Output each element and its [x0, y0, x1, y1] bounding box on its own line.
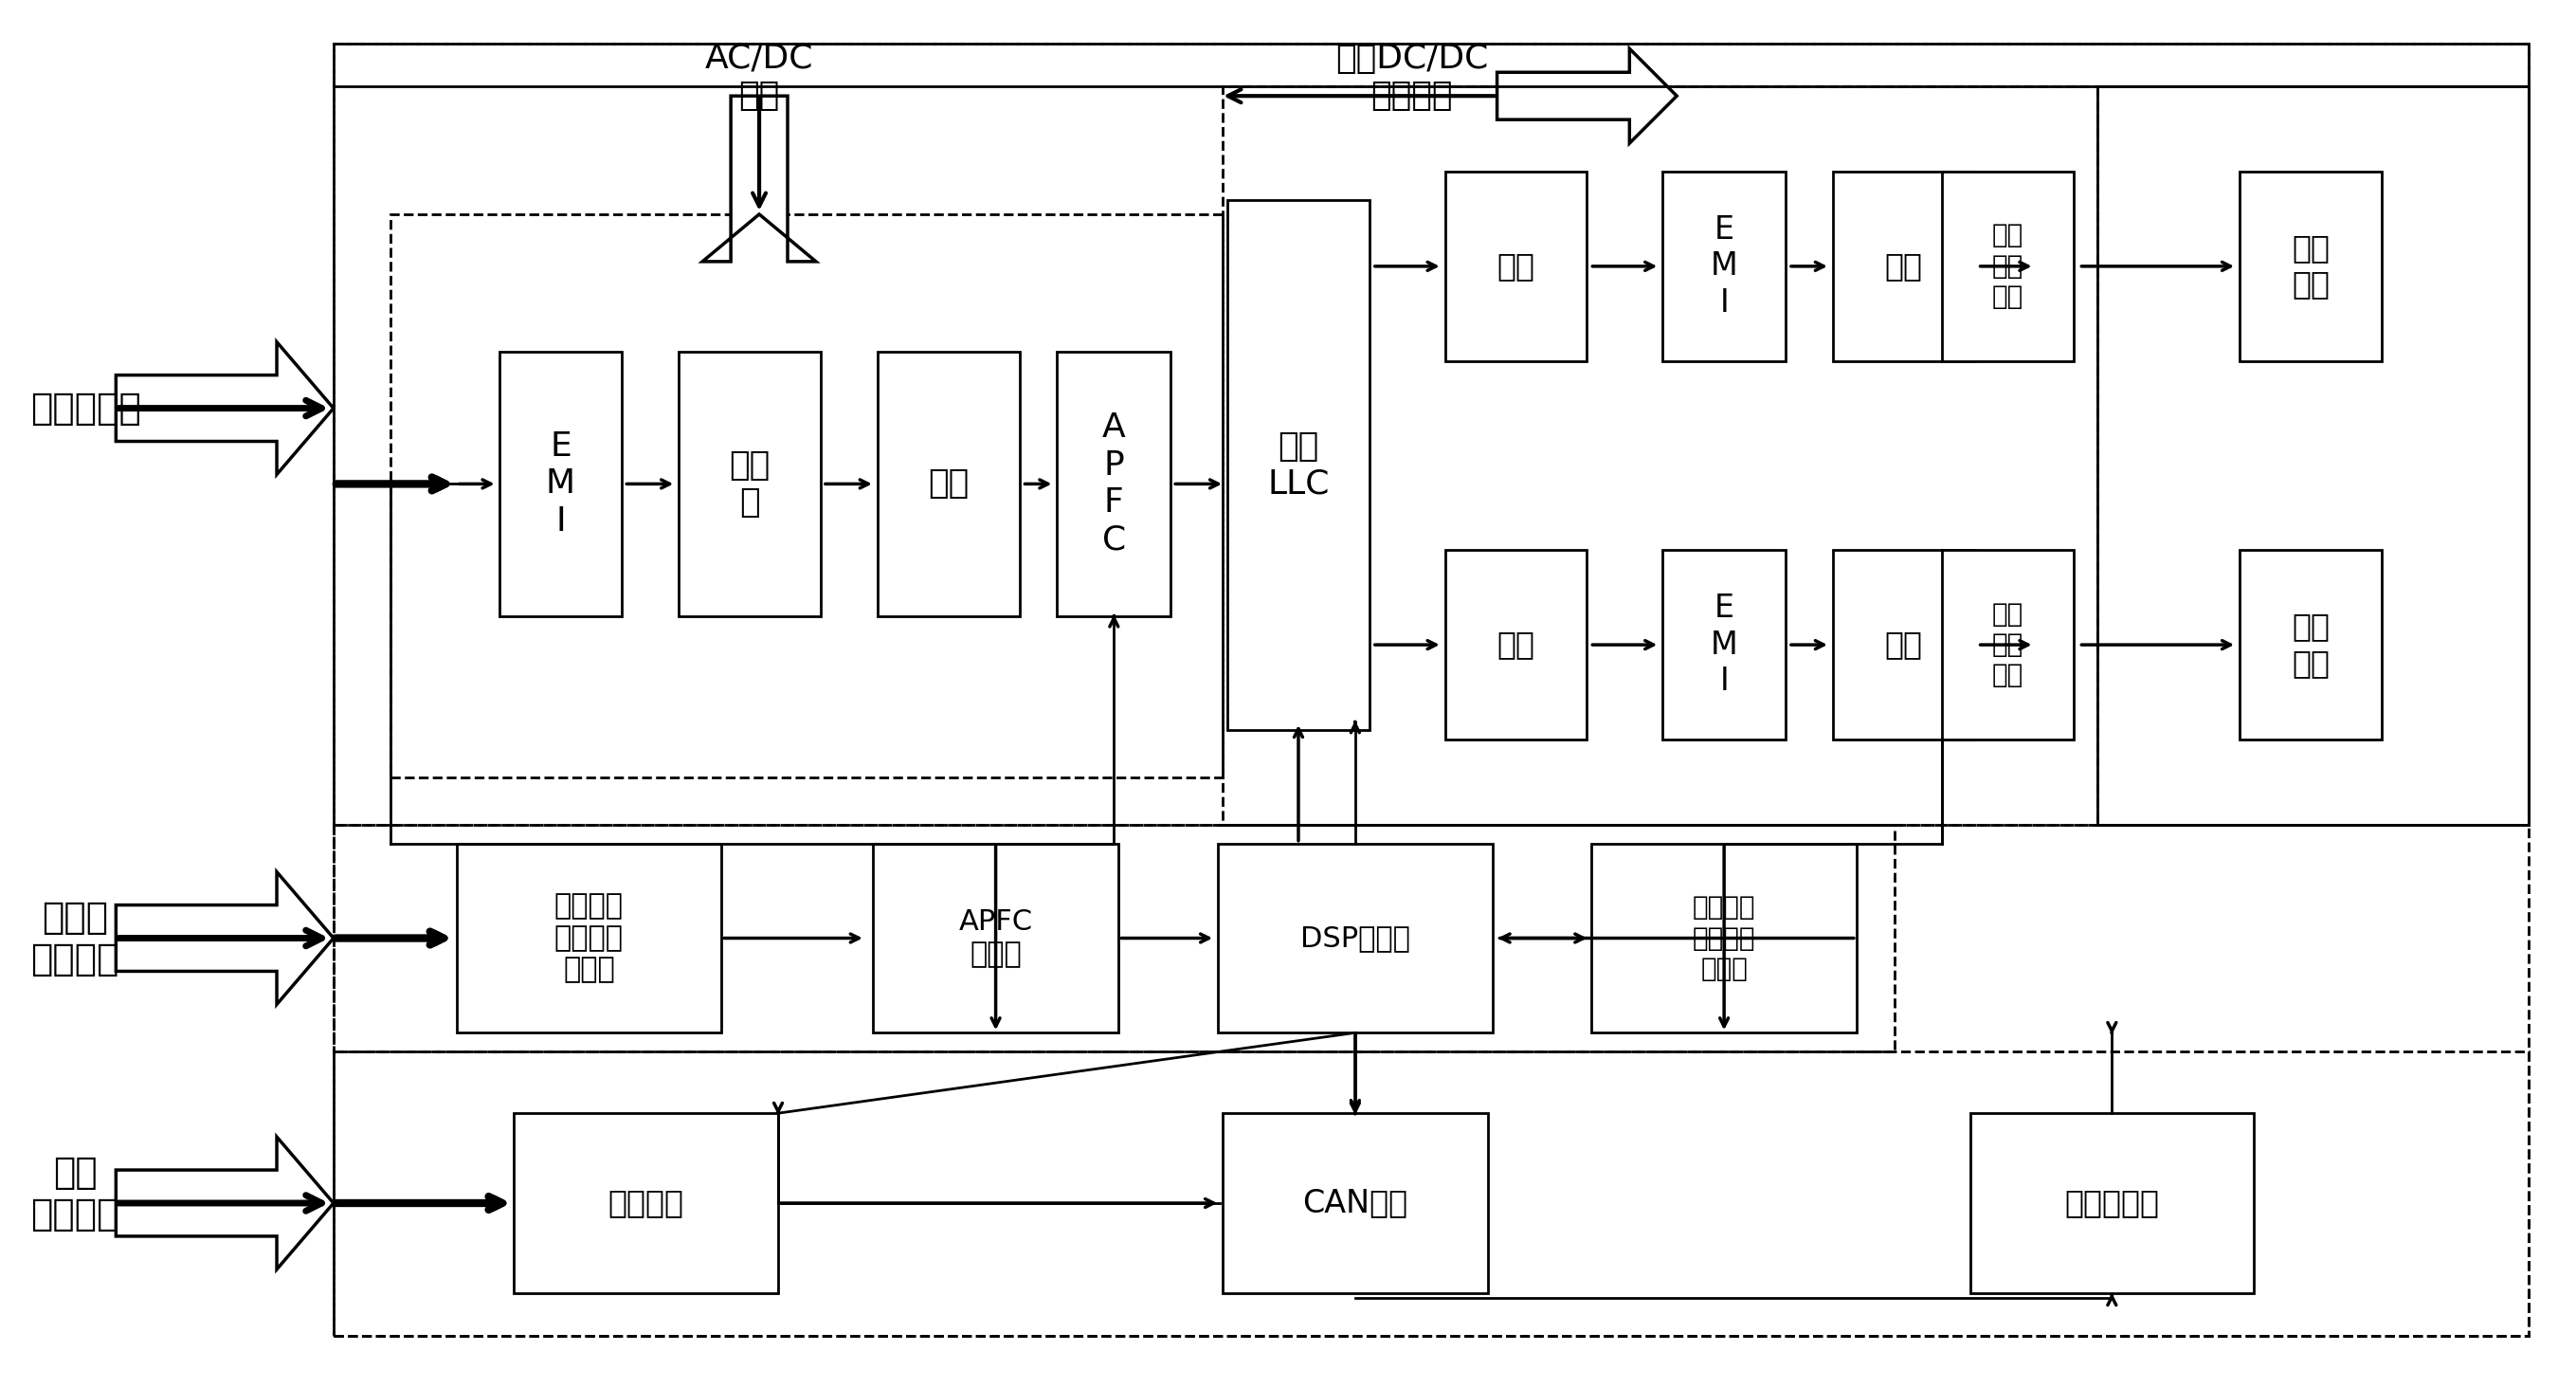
Polygon shape [116, 1137, 332, 1270]
Text: 动力
电池: 动力 电池 [2293, 611, 2329, 679]
Bar [1224, 86, 2527, 824]
Text: 辅助
管理部分: 辅助 管理部分 [31, 1155, 118, 1233]
Bar [1445, 172, 1587, 361]
Text: E
M
I: E M I [1710, 593, 1739, 697]
Text: 输出电压
电流检测
及保护: 输出电压 电流检测 及保护 [1692, 894, 1757, 983]
Text: 辅助电源: 辅助电源 [608, 1188, 683, 1219]
Text: 整流: 整流 [1497, 251, 1535, 282]
Text: 全桥
LLC: 全桥 LLC [1267, 430, 1329, 500]
Bar [1971, 1113, 2254, 1294]
Bar [500, 351, 621, 616]
Bar [332, 44, 2527, 824]
Bar [1662, 550, 1785, 740]
Bar [513, 1113, 778, 1294]
Bar [1218, 844, 1492, 1033]
Bar [1834, 172, 1976, 361]
Text: AC/DC
模块: AC/DC 模块 [706, 42, 814, 112]
Bar [332, 824, 1893, 1052]
Bar [392, 214, 1224, 777]
Bar [1226, 200, 1370, 730]
Polygon shape [703, 96, 817, 261]
Text: 滤波: 滤波 [1886, 629, 1922, 661]
Bar [1445, 550, 1587, 740]
Text: A
P
F
C: A P F C [1103, 412, 1126, 557]
Bar [1056, 351, 1170, 616]
Polygon shape [116, 341, 332, 475]
Bar [680, 351, 822, 616]
Text: 辅助
电池: 辅助 电池 [2293, 233, 2329, 300]
Text: 低压
直流
输出: 低压 直流 输出 [1991, 222, 2025, 311]
Bar [1662, 172, 1785, 361]
Bar [332, 44, 2527, 1335]
Bar [2239, 172, 2383, 361]
Text: 整流: 整流 [1497, 629, 1535, 661]
Text: CAN通信: CAN通信 [1303, 1188, 1409, 1219]
Polygon shape [116, 872, 332, 1005]
Text: 软启
动: 软启 动 [729, 450, 770, 519]
Bar [1834, 550, 1976, 740]
Text: 高压
直流
输出: 高压 直流 输出 [1991, 601, 2025, 688]
Bar [1942, 550, 2074, 740]
Bar [1224, 1113, 1486, 1294]
Bar [456, 844, 721, 1033]
Text: 主功率部分: 主功率部分 [31, 390, 142, 426]
Bar [2097, 86, 2527, 824]
Bar [332, 1052, 2527, 1335]
Text: 整流: 整流 [927, 468, 969, 500]
Text: APFC
控制器: APFC 控制器 [958, 909, 1033, 967]
Bar [1592, 844, 1857, 1033]
Text: DSP控制器: DSP控制器 [1301, 924, 1409, 952]
Text: 上位机界面: 上位机界面 [2063, 1188, 2159, 1219]
Text: 控制与
保护部分: 控制与 保护部分 [31, 899, 118, 977]
Bar [1942, 172, 2074, 361]
Text: E
M
I: E M I [546, 430, 574, 537]
Bar [878, 351, 1020, 616]
Bar [2239, 550, 2383, 740]
Bar [873, 844, 1118, 1033]
Text: 滤波: 滤波 [1886, 251, 1922, 282]
Text: 两路DC/DC
转换模块: 两路DC/DC 转换模块 [1334, 42, 1489, 112]
Text: E
M
I: E M I [1710, 214, 1739, 318]
Text: 交流电流
电压检测
及保护: 交流电流 电压检测 及保护 [554, 892, 623, 984]
Polygon shape [1497, 49, 1677, 143]
